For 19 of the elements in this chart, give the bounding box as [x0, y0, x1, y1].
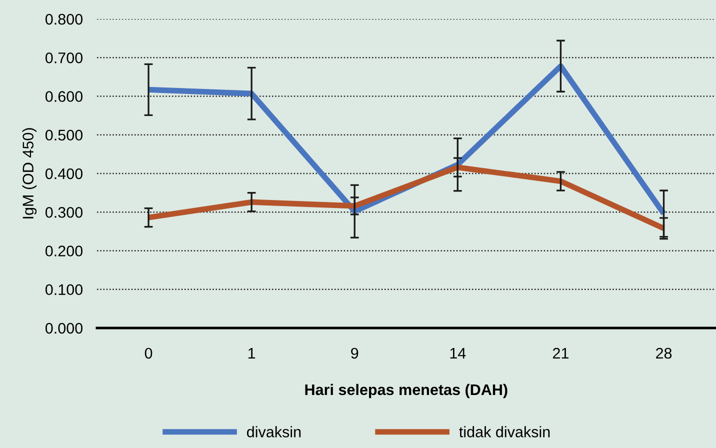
- y-tick-label: 0.200: [45, 246, 83, 256]
- x-tick-label: 28: [656, 348, 672, 359]
- x-tick-label: 14: [450, 348, 466, 359]
- legend-label: divaksin: [246, 426, 301, 438]
- legend-label: tidak divaksin: [459, 426, 550, 438]
- x-tick-label: 0: [144, 348, 152, 359]
- y-tick-label: 0.300: [45, 206, 83, 218]
- x-tick-label: 1: [248, 348, 256, 359]
- y-tick-label: 0.700: [45, 52, 83, 64]
- y-tick-label: 0.600: [45, 91, 83, 102]
- x-tick-label: 9: [351, 348, 358, 359]
- y-axis-title: IgM (OD 450): [22, 128, 37, 218]
- x-tick-label: 21: [552, 348, 568, 359]
- y-tick-label: 0.000: [45, 322, 83, 334]
- y-tick-label: 0.800: [45, 14, 83, 25]
- x-axis-title: Hari selepas menetas (DAH): [305, 384, 508, 398]
- y-tick-label: 0.100: [45, 284, 83, 296]
- y-tick-label: 0.400: [45, 168, 83, 180]
- y-tick-label: 0.500: [45, 130, 83, 141]
